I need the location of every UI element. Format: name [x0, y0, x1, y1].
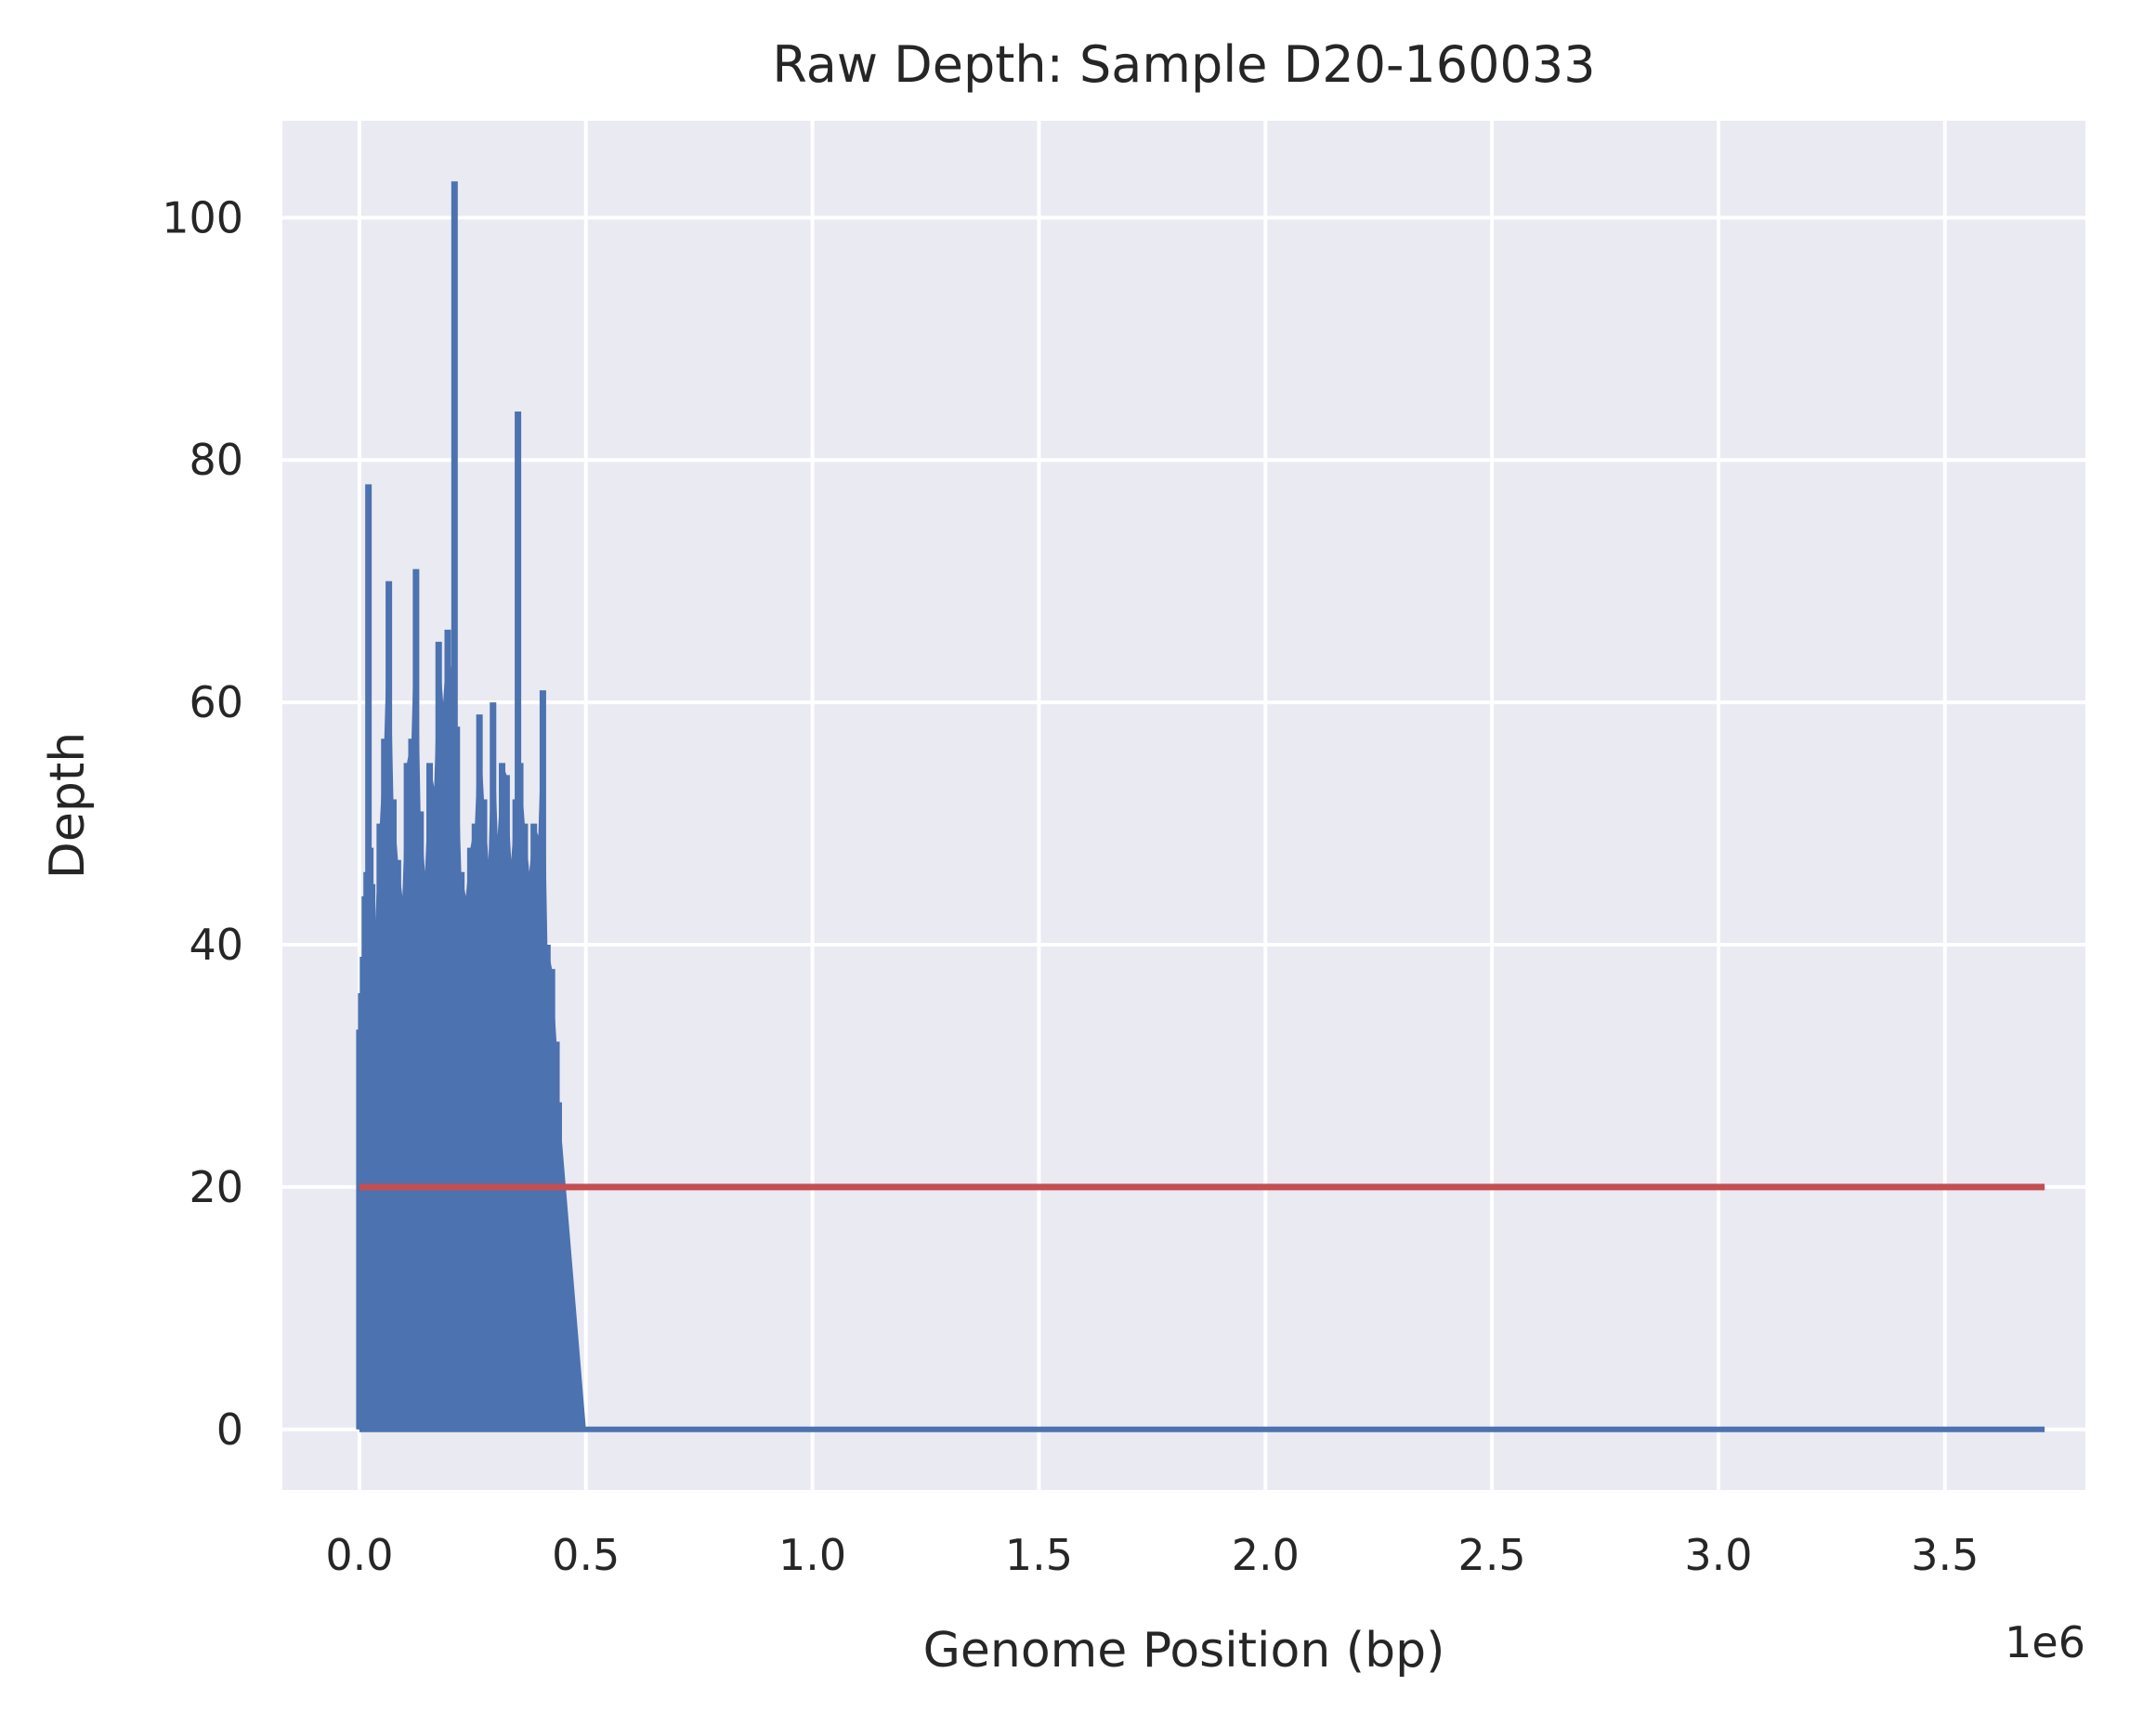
x-tick-label: 1.5: [1005, 1530, 1073, 1580]
plot-background: [282, 121, 2085, 1490]
x-tick-label: 1.0: [778, 1530, 846, 1580]
x-tick-label: 2.5: [1458, 1530, 1526, 1580]
series-layer: [356, 181, 2045, 1432]
y-tick-label: 80: [189, 435, 243, 485]
x-tick-label: 0.0: [325, 1530, 393, 1580]
y-tick-label: 20: [189, 1162, 243, 1212]
tick-labels: 0.0 0.5 1.0 1.5 2.0 2.5 3.0 3.5 0 20 40 60 80 100: [162, 192, 1979, 1580]
x-axis-label: Genome Position (bp): [923, 1623, 1445, 1679]
x-tick-label: 0.5: [552, 1530, 620, 1580]
y-tick-label: 60: [189, 677, 243, 727]
y-tick-label: 100: [162, 192, 243, 242]
x-tick-label: 3.0: [1684, 1530, 1752, 1580]
x-tick-label: 3.5: [1911, 1530, 1979, 1580]
y-tick-label: 40: [189, 920, 243, 970]
y-axis-label: Depth: [40, 732, 96, 879]
chart-title: Raw Depth: Sample D20-160033: [772, 35, 1595, 94]
x-tick-label: 2.0: [1232, 1530, 1300, 1580]
x-axis-offset-label: 1e6: [2005, 1617, 2085, 1667]
y-tick-label: 0: [216, 1405, 243, 1455]
